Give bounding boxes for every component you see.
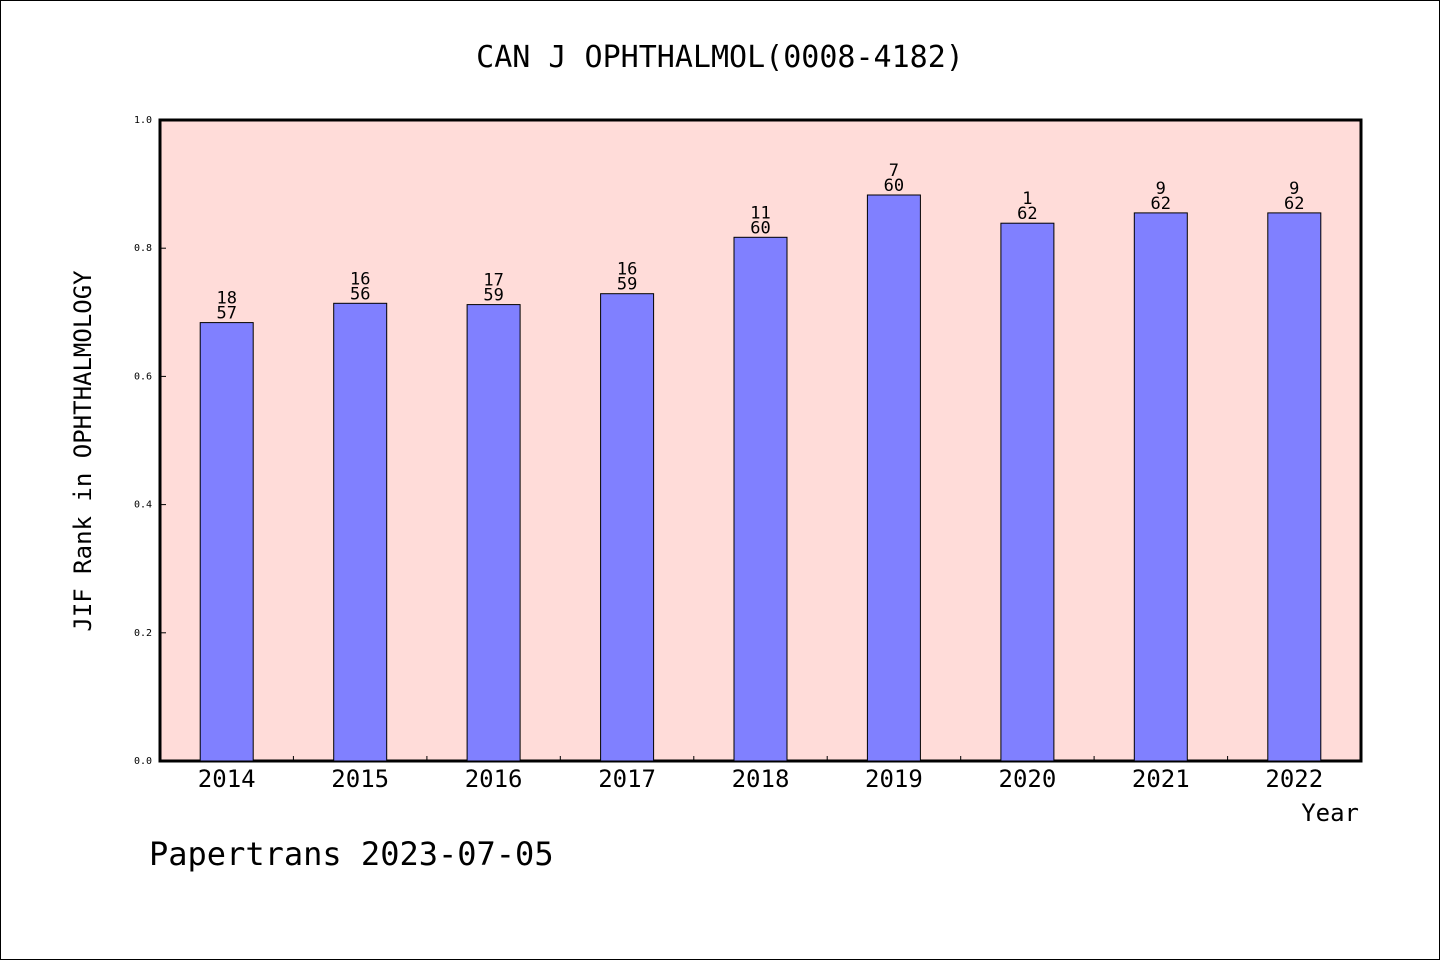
bar-total-label: 60 (750, 218, 770, 238)
y-tick-label: 0.8 (134, 243, 152, 254)
x-axis: 2014 2015 2016 2017 2018 2019 2020 2021 2022 (198, 756, 1323, 793)
bar-2014 (199, 322, 254, 762)
bar-2020 (1000, 222, 1055, 762)
bar-rank-label: 9 (1289, 179, 1299, 199)
x-tick-label: 2018 (732, 765, 790, 793)
bar-total-label: 57 (216, 304, 236, 324)
x-tick-label: 2014 (198, 765, 256, 793)
bar-rank-label: 7 (889, 161, 899, 181)
chart-title: CAN J OPHTHALMOL(0008-4182) (476, 40, 964, 75)
bar-2015 (333, 302, 388, 762)
x-tick-label: 2016 (465, 765, 523, 793)
bars-layer (199, 194, 1322, 762)
bar-2022 (1267, 212, 1322, 762)
bar-rank-label: 16 (617, 260, 637, 280)
x-tick-label: 2017 (598, 765, 656, 793)
bar-2021 (1133, 212, 1188, 762)
x-axis-label: Year (1301, 799, 1359, 827)
x-tick-label: 2019 (865, 765, 923, 793)
bar-rank-label: 1 (1022, 189, 1032, 209)
watermark: Papertrans 2023-07-05 (149, 835, 554, 873)
bar-total-label: 60 (884, 176, 904, 196)
bar-2016 (466, 304, 521, 762)
bar-rank-label: 18 (216, 289, 236, 309)
bar-2019 (866, 194, 921, 762)
y-tick-label: 0.6 (134, 371, 152, 382)
y-axis-label: JIF Rank in OPHTHALMOLOGY (69, 270, 97, 632)
bar-2017 (600, 293, 655, 762)
bar-2018 (733, 236, 788, 762)
x-tick-label: 2020 (999, 765, 1057, 793)
bar-rank-label: 16 (350, 269, 370, 289)
bar-total-label: 59 (617, 275, 637, 295)
y-tick-label: 0.0 (134, 756, 152, 767)
x-tick-label: 2022 (1265, 765, 1323, 793)
bar-rank-label: 17 (483, 271, 503, 291)
bar-total-label: 62 (1284, 194, 1304, 214)
x-tick-label: 2021 (1132, 765, 1190, 793)
bar-rank-label: 11 (750, 203, 770, 223)
bar-rank-label: 9 (1156, 179, 1166, 199)
bar-total-label: 62 (1017, 204, 1037, 224)
y-tick-label: 0.4 (134, 500, 152, 511)
y-tick-label: 0.2 (134, 628, 152, 639)
bar-total-label: 56 (350, 284, 370, 304)
x-tick-label: 2015 (331, 765, 389, 793)
y-tick-label: 1.0 (134, 115, 152, 126)
bar-total-label: 62 (1151, 194, 1171, 214)
bar-total-label: 59 (483, 286, 503, 306)
y-axis: 0.0 0.2 0.4 0.6 0.8 1.0 (134, 115, 166, 767)
